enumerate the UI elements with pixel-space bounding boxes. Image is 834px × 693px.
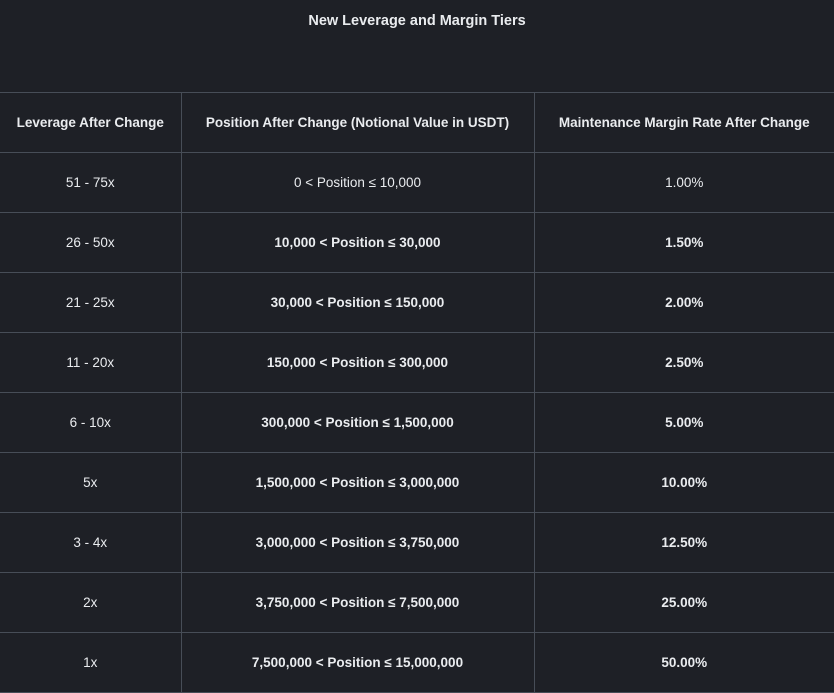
leverage-cell: 26 - 50x	[0, 212, 182, 273]
table-row: 6 - 10x 300,000 < Position ≤ 1,500,000 5.0…	[0, 392, 834, 453]
table-row: 3 - 4x 3,000,000 < Position ≤ 3,750,000 12…	[0, 512, 834, 573]
position-cell: 3,000,000 < Position ≤ 3,750,000	[180, 512, 535, 573]
position-cell: 0 < Position ≤ 10,000	[180, 152, 535, 213]
maintenance-rate-cell: 1.00%	[533, 152, 834, 213]
leverage-cell: 51 - 75x	[0, 152, 182, 213]
leverage-cell: 11 - 20x	[0, 332, 182, 393]
maintenance-rate-cell: 2.50%	[533, 332, 834, 393]
table-row: 26 - 50x 10,000 < Position ≤ 30,000 1.50%	[0, 212, 834, 273]
table-row: 51 - 75x 0 < Position ≤ 10,000 1.00%	[0, 152, 834, 213]
leverage-cell: 21 - 25x	[0, 272, 182, 333]
leverage-cell: 5x	[0, 452, 182, 513]
maintenance-rate-cell: 12.50%	[533, 512, 834, 573]
position-cell: 10,000 < Position ≤ 30,000	[180, 212, 535, 273]
leverage-cell: 3 - 4x	[0, 512, 182, 573]
position-cell: 150,000 < Position ≤ 300,000	[180, 332, 535, 393]
table-row: 2x 3,750,000 < Position ≤ 7,500,000 25.00%	[0, 572, 834, 633]
column-header-maintenance-rate: Maintenance Margin Rate After Change	[533, 92, 834, 153]
table-row: 21 - 25x 30,000 < Position ≤ 150,000 2.00%	[0, 272, 834, 333]
position-cell: 1,500,000 < Position ≤ 3,000,000	[180, 452, 535, 513]
maintenance-rate-cell: 5.00%	[533, 392, 834, 453]
maintenance-rate-cell: 2.00%	[533, 272, 834, 333]
column-header-position: Position After Change (Notional Value in…	[180, 92, 535, 153]
column-header-leverage: Leverage After Change	[0, 92, 182, 153]
position-cell: 7,500,000 < Position ≤ 15,000,000	[180, 632, 535, 693]
page-title: New Leverage and Margin Tiers	[308, 13, 526, 29]
position-cell: 3,750,000 < Position ≤ 7,500,000	[180, 572, 535, 633]
leverage-cell: 6 - 10x	[0, 392, 182, 453]
table-row: 5x 1,500,000 < Position ≤ 3,000,000 10.00%	[0, 452, 834, 513]
position-cell: 30,000 < Position ≤ 150,000	[180, 272, 535, 333]
leverage-cell: 1x	[0, 632, 182, 693]
leverage-cell: 2x	[0, 572, 182, 633]
maintenance-rate-cell: 10.00%	[533, 452, 834, 513]
table-header-row: Leverage After Change Position After Cha…	[0, 92, 834, 153]
table-row: 11 - 20x 150,000 < Position ≤ 300,000 2.50…	[0, 332, 834, 393]
maintenance-rate-cell: 50.00%	[533, 632, 834, 693]
tiers-table: Leverage After Change Position After Cha…	[0, 92, 834, 693]
maintenance-rate-cell: 25.00%	[533, 572, 834, 633]
position-cell: 300,000 < Position ≤ 1,500,000	[180, 392, 535, 453]
maintenance-rate-cell: 1.50%	[533, 212, 834, 273]
table-row: 1x 7,500,000 < Position ≤ 15,000,000 50.00…	[0, 632, 834, 693]
